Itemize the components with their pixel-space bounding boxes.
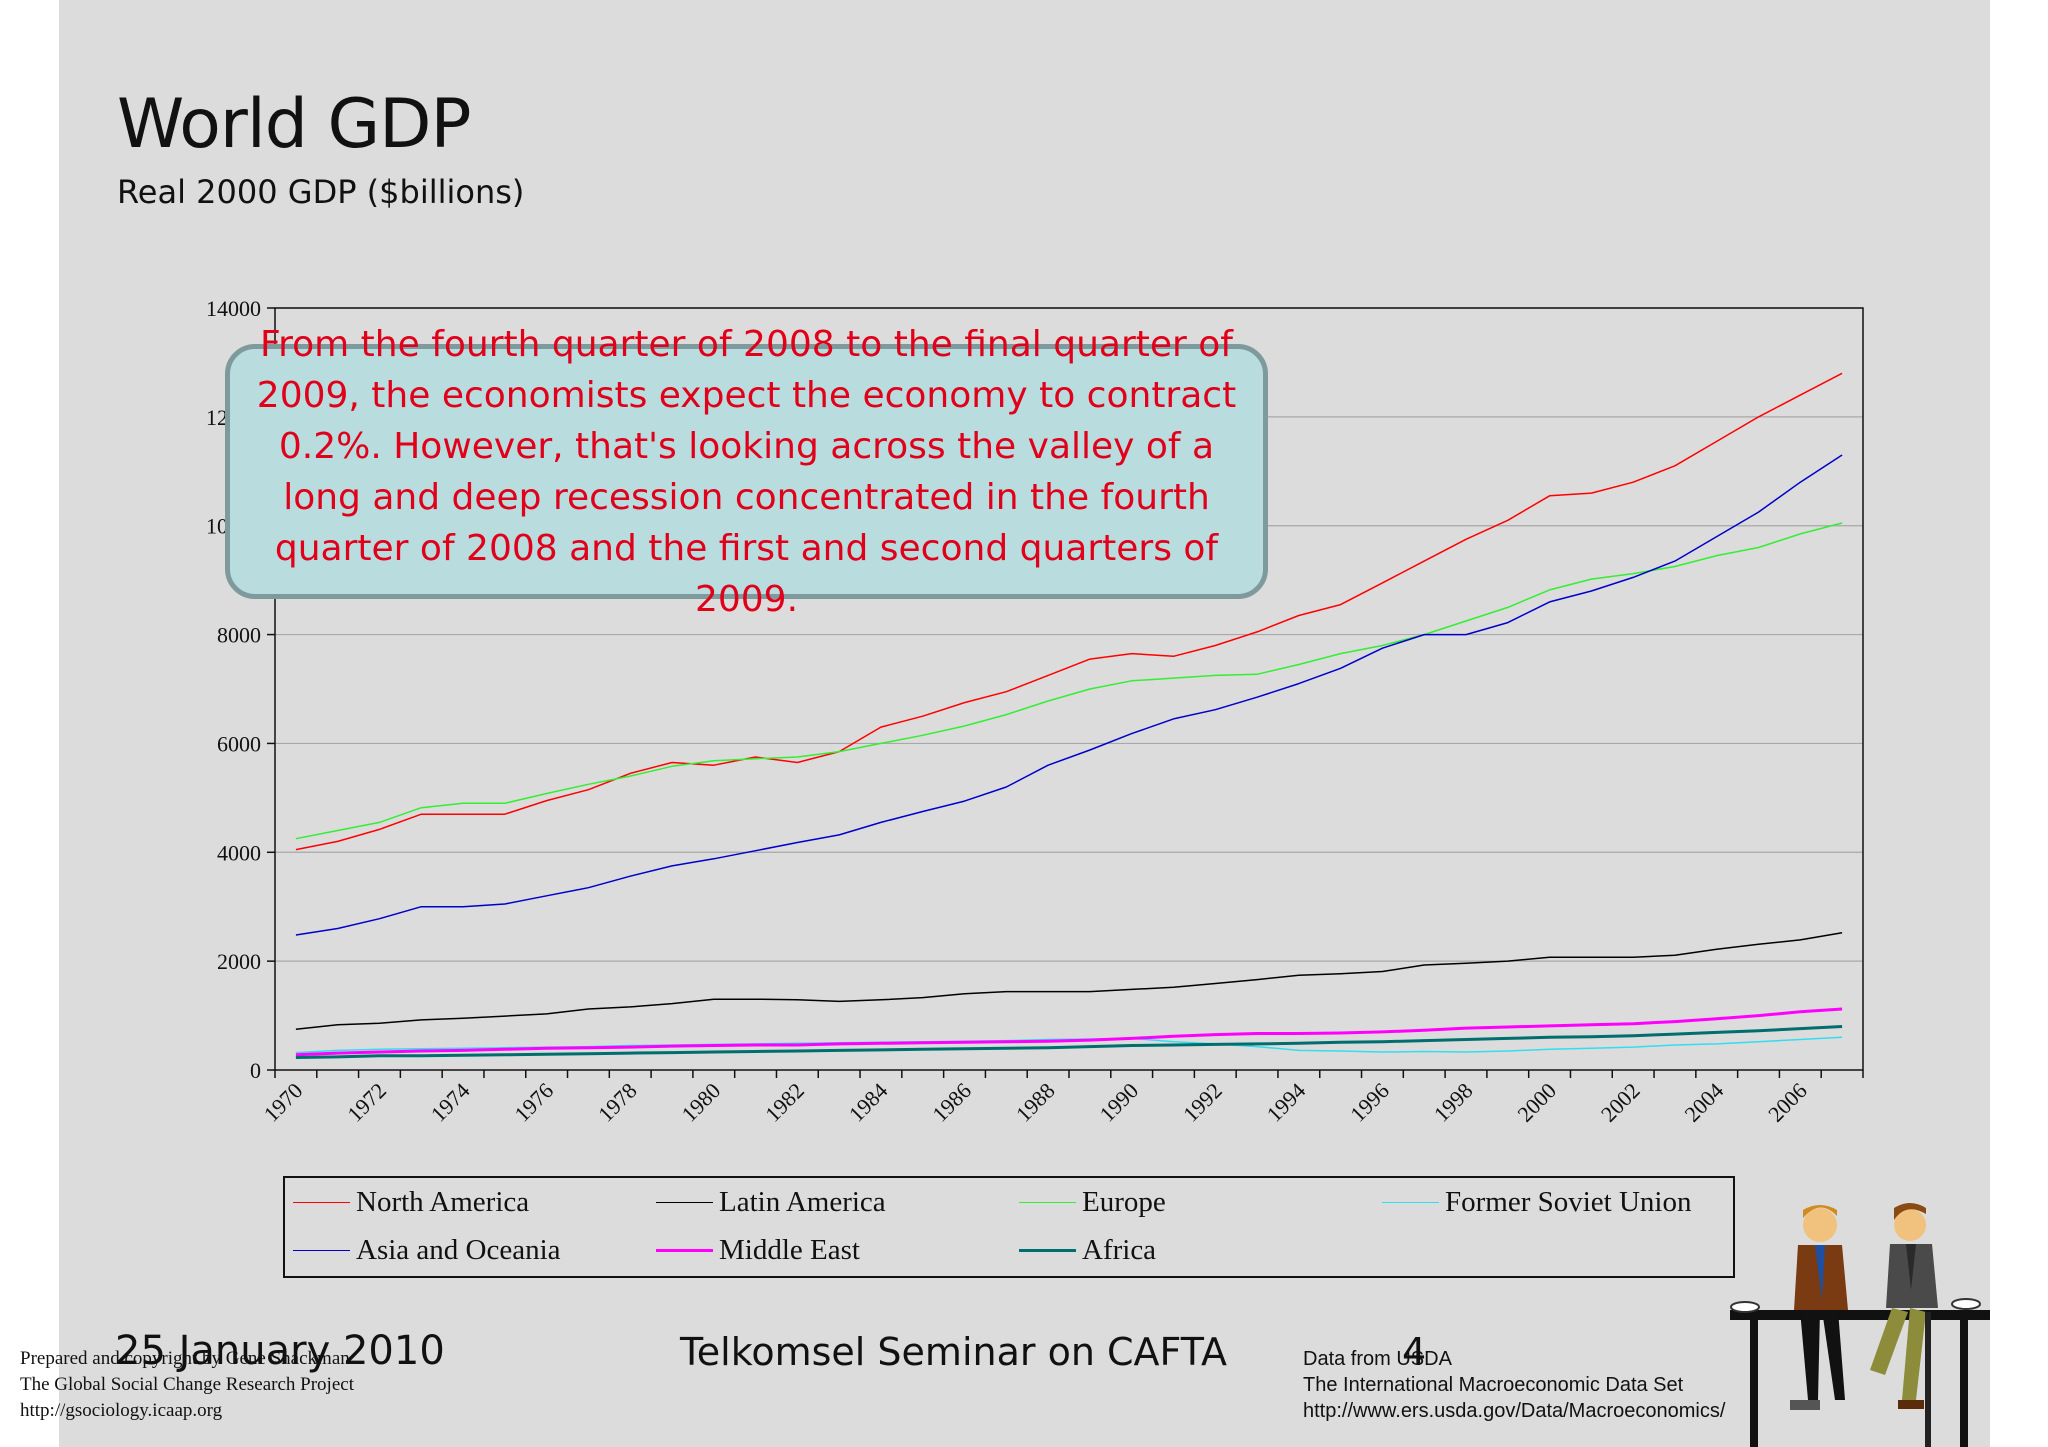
- x-tick-label: 1982: [760, 1078, 809, 1127]
- series-line-middle-east: [295, 1007, 1843, 1057]
- x-tick-label: 1994: [1262, 1078, 1311, 1127]
- series-line-europe: [295, 522, 1843, 840]
- legend-label: Latin America: [719, 1185, 886, 1218]
- credit-right: Data from USDA The International Macroec…: [1303, 1346, 1725, 1424]
- credit-right-line-1: Data from USDA: [1303, 1348, 1452, 1370]
- man-right-icon: [1870, 1203, 1938, 1447]
- x-tick-label: 1984: [844, 1078, 893, 1127]
- legend-item-asia-and-oceania: Asia and Oceania: [293, 1230, 561, 1270]
- chart-legend: North America Latin America Europe Former S…: [283, 1176, 1735, 1278]
- legend-swatch: [656, 1248, 713, 1252]
- recession-callout: From the fourth quarter of 2008 to the f…: [225, 324, 1268, 620]
- x-tick-label: 2006: [1763, 1078, 1812, 1127]
- x-tick-label: 1970: [259, 1078, 308, 1127]
- x-tick-label: 2002: [1596, 1078, 1645, 1127]
- legend-item-north-america: North America: [293, 1182, 529, 1222]
- page-number: 4: [1402, 1330, 1427, 1374]
- x-tick-label: 2004: [1679, 1078, 1728, 1127]
- slide-title: World GDP: [117, 85, 472, 164]
- slide-subtitle: Real 2000 GDP ($billions): [117, 173, 525, 211]
- legend-item-former-soviet-union: Former Soviet Union: [1382, 1182, 1692, 1222]
- credit-left: Prepared and copyright by Gene Shackman …: [20, 1346, 354, 1424]
- cafe-people-illustration: [1730, 1203, 1990, 1447]
- y-tick-label: 14000: [206, 296, 261, 321]
- x-tick-label: 1980: [677, 1078, 726, 1127]
- legend-swatch: [656, 1201, 713, 1203]
- legend-label: Middle East: [719, 1233, 860, 1266]
- series-line-africa: [295, 1025, 1843, 1059]
- credit-left-line-3: http://gsociology.icaap.org: [20, 1400, 223, 1421]
- legend-item-africa: Africa: [1019, 1230, 1156, 1270]
- footer-date: 25 January 2010: [115, 1328, 445, 1374]
- x-tick-label: 1976: [509, 1078, 558, 1127]
- x-tick-label: 2000: [1512, 1078, 1561, 1127]
- legend-swatch: [1019, 1248, 1076, 1252]
- x-tick-label: 1972: [342, 1078, 391, 1127]
- y-tick-label: 8000: [217, 623, 261, 648]
- x-tick-label: 1988: [1011, 1078, 1060, 1127]
- credit-left-line-1: Prepared and copyright by Gene Shackman: [20, 1348, 350, 1369]
- x-tick-label: 1992: [1178, 1078, 1227, 1127]
- table-icon: [1730, 1298, 1990, 1447]
- legend-item-europe: Europe: [1019, 1182, 1166, 1222]
- series-line-north-america: [295, 372, 1843, 851]
- credit-right-line-2: The International Macroeconomic Data Set: [1303, 1374, 1684, 1396]
- legend-label: North America: [356, 1185, 530, 1218]
- footer-title: Telkomsel Seminar on CAFTA: [680, 1330, 1227, 1374]
- legend-swatch: [1019, 1201, 1076, 1203]
- legend-label: Former Soviet Union: [1445, 1185, 1692, 1218]
- credit-left-line-2: The Global Social Change Research Projec…: [20, 1374, 354, 1395]
- x-tick-label: 1996: [1345, 1078, 1394, 1127]
- legend-label: Asia and Oceania: [356, 1233, 561, 1266]
- legend-swatch: [293, 1249, 350, 1251]
- y-tick-label: 2000: [217, 949, 261, 974]
- x-tick-label: 1974: [426, 1078, 475, 1127]
- legend-item-middle-east: Middle East: [656, 1230, 860, 1270]
- man-left-icon: [1790, 1205, 1848, 1410]
- x-tick-label: 1986: [927, 1078, 976, 1127]
- x-tick-label: 1978: [593, 1078, 642, 1127]
- legend-label: Africa: [1082, 1233, 1157, 1266]
- x-tick-label: 1998: [1429, 1078, 1478, 1127]
- credit-right-line-3: http://www.ers.usda.gov/Data/Macroeconom…: [1303, 1400, 1726, 1422]
- legend-swatch: [293, 1201, 350, 1203]
- x-tick-label: 1990: [1094, 1078, 1143, 1127]
- y-tick-label: 6000: [217, 731, 261, 756]
- y-tick-label: 0: [250, 1058, 261, 1083]
- legend-label: Europe: [1082, 1185, 1166, 1218]
- series-line-latin-america: [295, 932, 1843, 1030]
- legend-swatch: [1382, 1201, 1439, 1203]
- legend-item-latin-america: Latin America: [656, 1182, 886, 1222]
- y-tick-label: 4000: [217, 840, 261, 865]
- callout-text: From the fourth quarter of 2008 to the f…: [256, 323, 1237, 620]
- series-line-asia-and-oceania: [295, 454, 1843, 936]
